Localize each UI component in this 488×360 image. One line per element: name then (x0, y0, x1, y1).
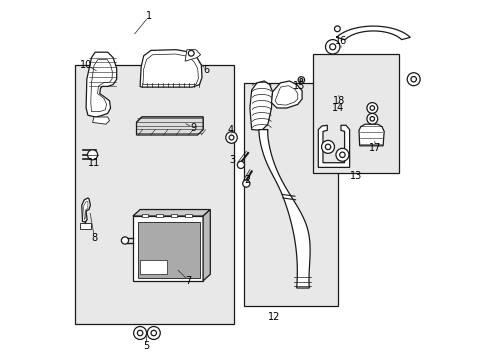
Circle shape (335, 148, 348, 161)
Polygon shape (80, 223, 91, 229)
Circle shape (225, 132, 237, 143)
Text: 15: 15 (293, 81, 305, 91)
Polygon shape (133, 210, 210, 216)
Circle shape (237, 161, 244, 168)
Bar (170, 214, 177, 217)
Circle shape (369, 117, 374, 121)
Polygon shape (258, 130, 309, 288)
Circle shape (300, 78, 302, 81)
Polygon shape (86, 52, 117, 117)
Circle shape (366, 113, 377, 124)
Text: 16: 16 (334, 36, 346, 46)
Text: 17: 17 (368, 143, 380, 153)
Text: 5: 5 (143, 341, 149, 351)
Text: 9: 9 (190, 123, 196, 133)
Text: 1: 1 (146, 11, 152, 21)
Polygon shape (92, 117, 109, 124)
Circle shape (229, 135, 233, 140)
Bar (244, 83, 337, 306)
Polygon shape (81, 198, 90, 222)
Text: 13: 13 (349, 171, 362, 181)
Text: 12: 12 (267, 312, 280, 322)
Text: 6: 6 (203, 65, 209, 75)
Circle shape (242, 180, 249, 187)
Polygon shape (249, 81, 272, 130)
Circle shape (325, 144, 330, 150)
Polygon shape (358, 124, 384, 146)
Circle shape (407, 73, 419, 86)
Bar (185, 214, 191, 217)
Text: 3: 3 (228, 155, 234, 165)
Bar (138, 222, 200, 278)
Circle shape (329, 44, 335, 50)
Text: 11: 11 (88, 158, 100, 168)
Circle shape (121, 237, 128, 244)
Polygon shape (203, 210, 210, 281)
Circle shape (133, 327, 146, 339)
Polygon shape (318, 125, 349, 167)
Text: 18: 18 (332, 96, 344, 106)
Bar (156, 214, 163, 217)
Circle shape (298, 77, 304, 83)
Polygon shape (271, 81, 302, 108)
Bar (142, 214, 148, 217)
Polygon shape (140, 50, 202, 87)
Circle shape (151, 330, 156, 336)
Text: 8: 8 (91, 233, 97, 243)
Circle shape (325, 40, 339, 54)
Bar (140, 260, 167, 274)
Circle shape (87, 150, 98, 160)
Text: 4: 4 (227, 125, 233, 135)
Polygon shape (185, 50, 200, 61)
Text: 7: 7 (185, 276, 191, 286)
Text: 14: 14 (331, 103, 344, 113)
Circle shape (147, 327, 160, 339)
Polygon shape (136, 117, 203, 130)
Polygon shape (136, 117, 203, 135)
Bar (312, 54, 399, 173)
Circle shape (188, 50, 194, 56)
Circle shape (369, 106, 374, 110)
Bar (75, 65, 233, 324)
Circle shape (334, 26, 340, 32)
Text: 10: 10 (80, 60, 92, 70)
Circle shape (137, 330, 142, 336)
Circle shape (366, 103, 377, 113)
Circle shape (321, 140, 334, 153)
Polygon shape (336, 26, 409, 40)
Circle shape (410, 76, 416, 82)
Polygon shape (133, 216, 203, 281)
Circle shape (339, 152, 345, 158)
Text: 2: 2 (244, 175, 250, 185)
